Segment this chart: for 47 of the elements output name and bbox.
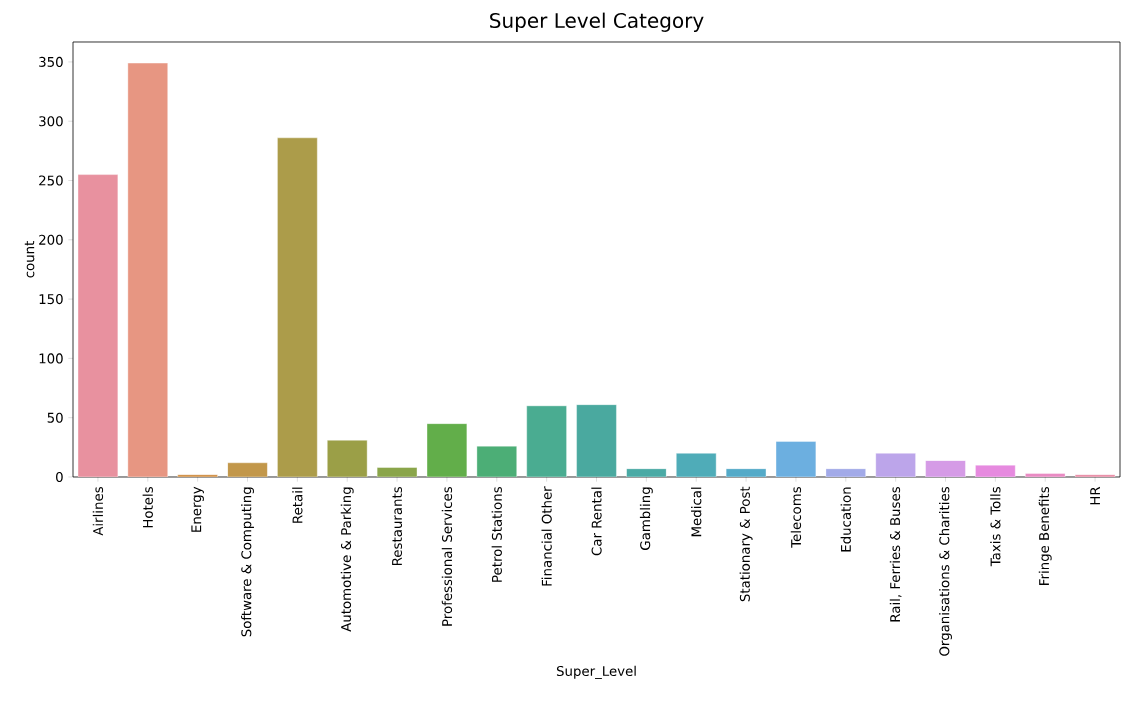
y-tick-label: 50 xyxy=(47,412,63,423)
y-axis-title: count xyxy=(24,240,35,278)
bar xyxy=(1074,474,1116,477)
bar xyxy=(376,467,418,477)
y-tick-label: 250 xyxy=(39,175,63,186)
bar xyxy=(676,453,717,477)
bar xyxy=(975,464,1016,477)
x-tick-label: Software & Computing xyxy=(241,487,254,637)
x-axis-title: Super_Level xyxy=(556,665,636,680)
x-tick-label: Gambling xyxy=(639,487,653,550)
x-tick-label: Rail, Ferries & Buses xyxy=(889,487,902,622)
x-tick-label: Telecoms xyxy=(790,487,802,548)
x-tick-label: Airlines xyxy=(92,487,104,536)
x-tick-label: Restaurants xyxy=(392,487,403,565)
bar xyxy=(127,62,168,477)
x-tick-label: Car Rental xyxy=(591,487,602,556)
x-tick-label: Fringe Benefits xyxy=(1038,487,1052,585)
x-tick-label: Energy xyxy=(191,486,204,532)
x-tick-label: HR xyxy=(1090,486,1100,505)
chart-title: Super Level Category xyxy=(490,12,704,32)
bar xyxy=(277,137,318,477)
y-tick-label: 0 xyxy=(56,471,63,483)
x-tick-label: Retail xyxy=(292,487,303,523)
y-tick-label: 300 xyxy=(39,116,63,127)
bar xyxy=(725,468,767,477)
x-tick-label: Education xyxy=(840,487,851,552)
x-tick-label: Medical xyxy=(691,487,702,537)
x-tick-label: Automotive & Parking xyxy=(340,487,354,632)
y-tick-label: 200 xyxy=(39,234,63,245)
x-tick-label: Organisations & Charities xyxy=(939,487,952,656)
x-tick-label: Hotels xyxy=(142,487,153,528)
x-tick-label: Financial Other xyxy=(541,486,552,586)
bar xyxy=(77,174,119,477)
x-tick-label: Stationary & Post xyxy=(739,486,753,602)
x-tick-label: Professional Services xyxy=(441,487,453,626)
bar xyxy=(875,453,916,477)
y-tick-label: 100 xyxy=(39,353,63,364)
bar xyxy=(476,445,517,477)
x-tick-label: Petrol Stations xyxy=(491,487,502,582)
x-tick-label: Taxis & Tolls xyxy=(990,487,1001,567)
bar xyxy=(576,404,617,477)
bar xyxy=(177,474,218,477)
bar xyxy=(775,441,817,477)
y-tick-label: 150 xyxy=(39,294,63,305)
bar xyxy=(327,440,368,477)
bar xyxy=(526,405,567,477)
y-tick-label: 350 xyxy=(39,56,63,67)
